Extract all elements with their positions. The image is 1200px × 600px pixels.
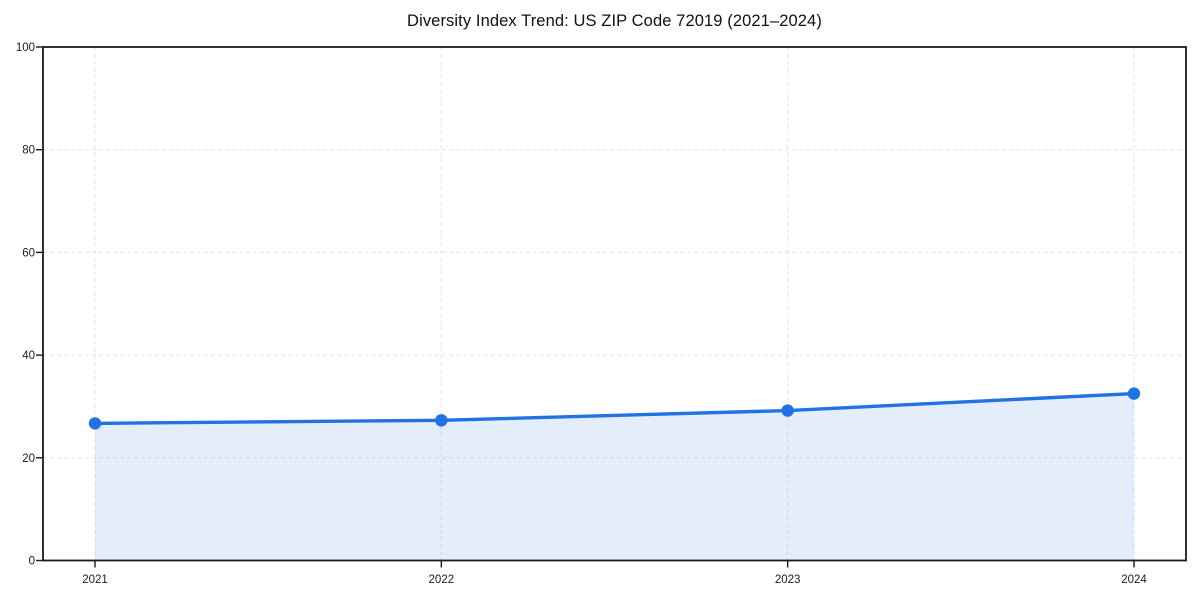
trend-line [93, 391, 1136, 426]
data-point-2024 [1127, 387, 1141, 400]
x-axis-label-2022: 2022 [429, 574, 455, 586]
data-point-2023 [781, 404, 794, 417]
data-point-2021 [88, 417, 102, 430]
y-axis-label-80: 80 [22, 145, 35, 157]
y-axis-label-0: 0 [29, 556, 35, 568]
y-axis-label-20: 20 [22, 453, 35, 465]
area-fill [95, 393, 1134, 561]
x-axis-label-2024: 2024 [1121, 574, 1147, 586]
data-point-2022 [435, 414, 448, 427]
y-axis-label-40: 40 [22, 350, 35, 362]
y-axis-label-60: 60 [22, 247, 35, 259]
y-axis-label-100: 100 [16, 42, 35, 54]
x-axis-label-2021: 2021 [82, 574, 108, 586]
plot-border [42, 46, 1187, 562]
x-axis-label-2023: 2023 [775, 574, 801, 586]
chart-title: Diversity Index Trend: US ZIP Code 72019… [407, 12, 822, 30]
axis-ticks [36, 46, 1135, 568]
data-points [88, 387, 1141, 430]
axis-labels: 2021 2022 2023 2024 0 20 40 60 80 100 [16, 42, 1148, 586]
